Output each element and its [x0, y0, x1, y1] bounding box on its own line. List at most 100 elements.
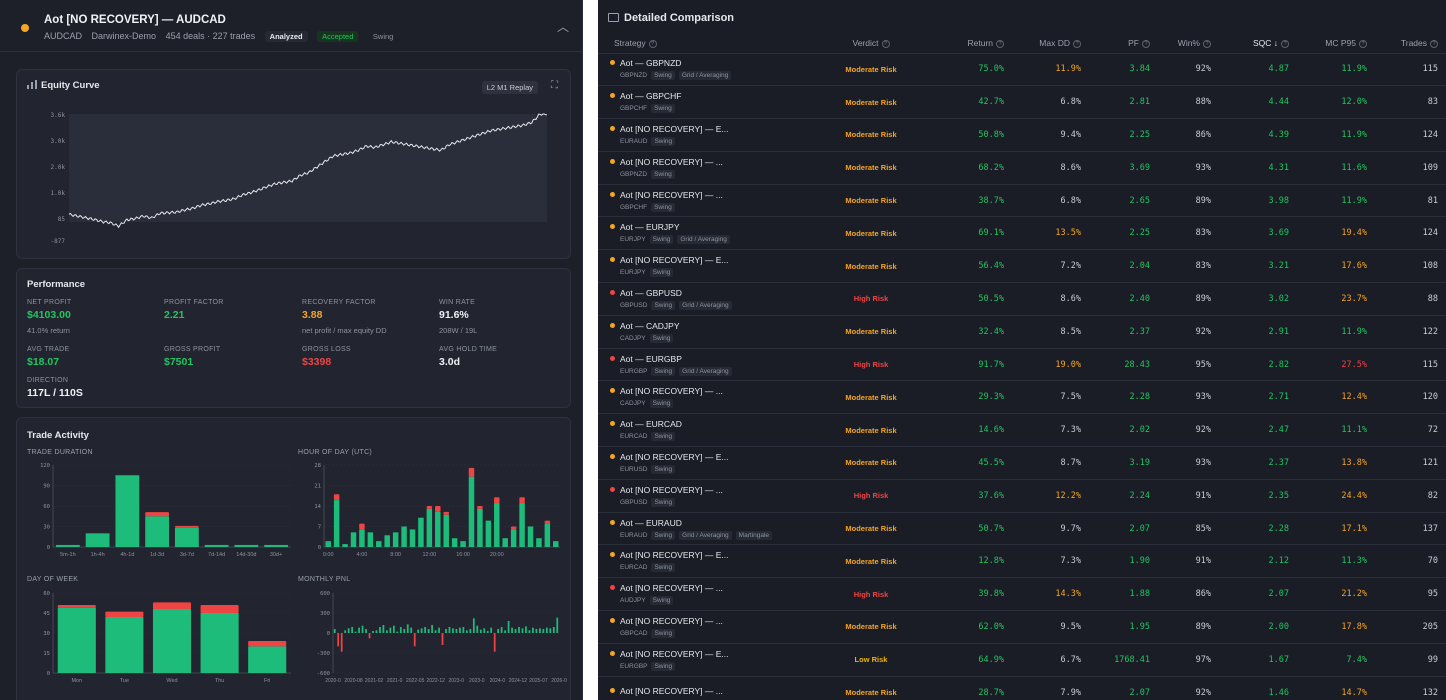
table-row[interactable]: Aot — EURJPY EURJPY Swing Grid / Averaging M… — [598, 216, 1446, 250]
max-dd-cell: 9.7% — [1012, 511, 1089, 545]
mc-p95-cell: 27.5% — [1297, 347, 1375, 381]
help-icon[interactable]: ? — [996, 39, 1004, 48]
style-tag: Grid / Averaging — [677, 235, 730, 245]
strategy-name: Aot [NO RECOVERY] — E... — [620, 123, 729, 134]
chevron-up-icon[interactable]: ︿ — [556, 20, 569, 34]
performance-title: Performance — [27, 279, 86, 290]
month-bar — [361, 625, 364, 633]
column-header[interactable]: Max DD? — [1012, 33, 1089, 53]
x-tick: 2022-12 — [427, 678, 446, 684]
column-header[interactable]: SQC ↓? — [1219, 33, 1297, 53]
table-row[interactable]: Aot — GBPNZD GBPNZD Swing Grid / Averaging M… — [598, 52, 1446, 86]
expand-icon[interactable]: ⛶ — [551, 80, 558, 91]
table-row[interactable]: Aot [NO RECOVERY] — E... EURUSD Swing Moder… — [598, 446, 1446, 480]
table-row[interactable]: Aot [NO RECOVERY] — ... GBPNZD Swing Modera… — [598, 150, 1446, 185]
help-icon[interactable]: ? — [648, 39, 657, 48]
x-tick: 1d-3d — [150, 552, 164, 558]
table-row[interactable]: Aot — EURCAD EURCAD Swing Moderate Risk 14.6… — [598, 413, 1446, 447]
table-header-row: Strategy? Verdict? Return? Max DD? PF? Win%? S… — [598, 33, 1446, 53]
column-header-label: Win% — [1177, 37, 1200, 48]
win-cell: 95% — [1158, 347, 1219, 381]
table-row[interactable]: Aot [NO RECOVERY] — E... EURAUD Swing Moder… — [598, 118, 1446, 152]
max-dd-cell: 9.4% — [1012, 118, 1089, 152]
loss-bar — [468, 467, 475, 477]
style-tag: Swing — [649, 235, 674, 245]
status-dot — [21, 24, 29, 32]
month-bar — [424, 627, 427, 633]
mc-p95-cell: 12.0% — [1297, 85, 1375, 119]
table-row[interactable]: Aot — EURAUD EURAUD Swing Grid / Averaging M… — [598, 511, 1446, 545]
verdict-cell: Moderate Risk — [826, 413, 924, 447]
month-bar — [410, 627, 413, 633]
column-header[interactable]: Verdict? — [826, 33, 924, 53]
metric-value: 117L / 110S — [27, 387, 83, 399]
table-row[interactable]: Aot — GBPCHF GBPCHF Swing Moderate Risk 42.7… — [598, 85, 1446, 119]
win-cell: 88% — [1158, 85, 1219, 119]
month-bar — [399, 627, 402, 633]
column-header[interactable]: Trades? — [1375, 33, 1446, 53]
loss-bar — [333, 494, 340, 501]
table-row[interactable]: Aot [NO RECOVERY] — ... AUDJPY Swing High R… — [598, 577, 1446, 611]
sqc-cell: 4.44 — [1219, 85, 1297, 119]
table-row[interactable]: Aot — CADJPY CADJPY Swing Moderate Risk 32.4… — [598, 314, 1446, 349]
table-row[interactable]: Aot [NO RECOVERY] — E... EURGBP Swing Low R… — [598, 642, 1446, 677]
table-row[interactable]: Aot [NO RECOVERY] — ... GBPUSD Swing High R… — [598, 478, 1446, 513]
month-bar — [333, 629, 336, 633]
pf-cell: 28.43 — [1089, 347, 1158, 381]
column-header[interactable]: Return? — [924, 33, 1012, 53]
win-cell: 97% — [1158, 642, 1219, 677]
table-row[interactable]: Aot [NO RECOVERY] — ... GBPCAD Swing Modera… — [598, 610, 1446, 644]
strategy-tags: EURCAD Swing — [620, 432, 818, 442]
sqc-cell: 2.82 — [1219, 347, 1297, 381]
table-row[interactable]: Aot [NO RECOVERY] — ... Moderate Risk 28.7… — [598, 675, 1446, 700]
help-icon[interactable]: ? — [1073, 39, 1081, 48]
help-icon[interactable]: ? — [1142, 39, 1150, 48]
replay-button[interactable]: L2 M1 Replay — [481, 81, 538, 94]
strategy-name: Aot [NO RECOVERY] — E... — [620, 648, 729, 659]
gross-loss-metric: GROSS LOSS $3398 — [302, 346, 432, 368]
table-row[interactable]: Aot [NO RECOVERY] — E... EURJPY Swing Moder… — [598, 249, 1446, 283]
help-icon[interactable]: ? — [1203, 39, 1211, 48]
loss-bar — [510, 526, 517, 530]
column-header[interactable]: Strategy? — [598, 33, 826, 53]
table-row[interactable]: Aot [NO RECOVERY] — E... EURCAD Swing Moder… — [598, 544, 1446, 578]
month-bar — [507, 621, 510, 633]
strategy-cell: Aot [NO RECOVERY] — ... AUDJPY Swing — [598, 577, 826, 611]
win-bar — [409, 529, 416, 547]
column-header[interactable]: PF? — [1089, 33, 1158, 53]
trades-cell: 72 — [1375, 413, 1446, 447]
trades-cell: 81 — [1375, 183, 1446, 217]
help-icon[interactable]: ? — [881, 39, 890, 48]
column-header[interactable]: MC P95? — [1297, 33, 1375, 53]
strategy-header[interactable]: Aot [NO RECOVERY] — AUDCAD AUDCAD Darwin… — [0, 0, 582, 52]
verdict-cell: Low Risk — [826, 642, 924, 677]
strategy-cell: Aot [NO RECOVERY] — E... EURJPY Swing — [598, 249, 826, 283]
y-tick: 90 — [43, 484, 50, 490]
month-bar — [340, 633, 343, 652]
help-icon[interactable]: ? — [1281, 39, 1289, 48]
strategy-name: Aot [NO RECOVERY] — E... — [620, 255, 729, 266]
win-bar — [264, 544, 289, 547]
month-bar — [372, 631, 374, 633]
x-tick: 3d-7d — [180, 552, 194, 558]
max-dd-cell: 7.3% — [1012, 413, 1089, 447]
metric-value: $18.07 — [27, 356, 60, 368]
column-header-label: Max DD — [1039, 37, 1070, 48]
table-row[interactable]: Aot [NO RECOVERY] — ... GBPCHF Swing Modera… — [598, 183, 1446, 217]
help-icon[interactable]: ? — [1359, 39, 1367, 48]
month-bar — [459, 627, 461, 633]
symbol-tag: GBPNZD — [620, 170, 648, 178]
table-row[interactable]: Aot — GBPUSD GBPUSD Swing Grid / Averaging H… — [598, 282, 1446, 316]
table-row[interactable]: Aot [NO RECOVERY] — ... CADJPY Swing Modera… — [598, 380, 1446, 414]
strategy-tags: GBPUSD Swing Grid / Averaging — [620, 300, 818, 310]
column-header[interactable]: Win%? — [1158, 33, 1219, 53]
monthly-title: MONTHLY PNL — [298, 576, 351, 583]
month-bar — [434, 630, 437, 633]
sqc-cell: 3.98 — [1219, 183, 1297, 217]
metric-value: 3.0d — [439, 356, 461, 368]
table-row[interactable]: Aot — EURGBP EURGBP Swing Grid / Averaging H… — [598, 347, 1446, 381]
x-tick: 2020-0 — [325, 678, 341, 684]
win-bar — [174, 527, 199, 547]
help-icon[interactable]: ? — [1430, 39, 1438, 48]
x-tick: 4h-1d — [120, 552, 134, 558]
